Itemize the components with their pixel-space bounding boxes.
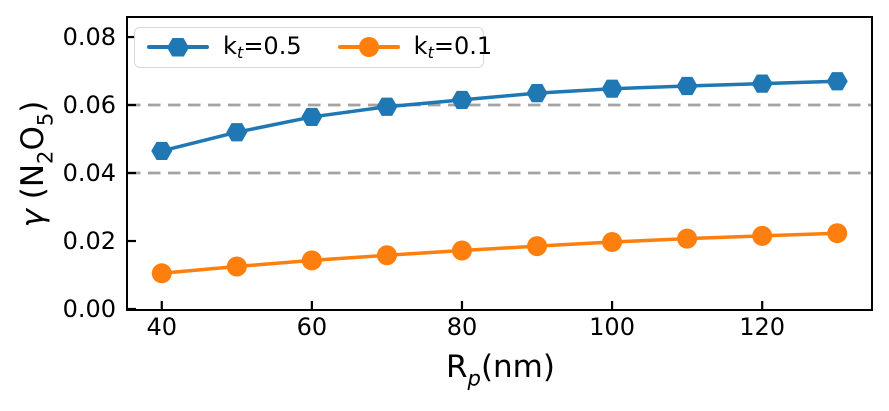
label-part: =0.5 — [243, 32, 302, 61]
y-tick-label: 0.00 — [62, 295, 116, 323]
data-point-hexagon — [751, 74, 773, 93]
data-point-circle — [451, 240, 472, 261]
x-tick-label: 60 — [296, 313, 328, 341]
legend-entry: kt=0.1 — [337, 32, 493, 63]
data-point-circle — [827, 223, 848, 244]
label-part: p — [467, 365, 481, 391]
x-tick-label: 80 — [446, 313, 478, 341]
label-part: t — [427, 43, 434, 63]
label-part: O — [15, 126, 51, 151]
label-part: k — [413, 32, 428, 61]
series-line-k_t=0.5 — [160, 79, 839, 153]
data-point-circle — [151, 263, 172, 284]
data-point-circle — [301, 250, 322, 271]
legend: kt=0.5 kt=0.1 — [134, 27, 492, 68]
label-part: (nm) — [480, 349, 555, 385]
legend-label: kt=0.5 — [223, 32, 302, 62]
label-part: =0.1 — [433, 32, 493, 61]
data-point-hexagon — [526, 84, 548, 103]
legend-circle-icon — [337, 36, 400, 58]
data-point-hexagon — [376, 97, 398, 116]
x-tick-label: 120 — [739, 313, 786, 341]
x-axis-label: Rp(nm) — [129, 348, 872, 397]
data-point-circle — [226, 256, 247, 277]
data-point-hexagon — [451, 90, 473, 110]
data-point-hexagon — [676, 76, 698, 96]
label-part: R — [446, 349, 468, 385]
label-part: k — [223, 32, 237, 61]
data-point-hexagon — [301, 107, 323, 127]
data-point-hexagon — [226, 123, 248, 142]
data-point-circle — [527, 236, 548, 257]
data-point-circle — [752, 225, 773, 246]
data-point-circle — [376, 245, 397, 266]
legend-marker-sample — [358, 37, 379, 58]
data-point-hexagon — [826, 72, 848, 91]
y-tick-label: 0.08 — [62, 23, 116, 52]
y-tick-label: 0.04 — [62, 159, 116, 188]
data-point-hexagon — [601, 79, 623, 98]
legend-marker-sample — [167, 37, 189, 57]
label-part: t — [236, 43, 244, 63]
data-point-circle — [602, 232, 623, 253]
chart-canvas — [128, 35, 871, 311]
data-point-circle — [677, 228, 698, 249]
legend-entry: kt=0.5 — [147, 32, 302, 63]
x-tick-label: 40 — [146, 313, 178, 341]
label-part: γ — [15, 209, 51, 228]
legend-hexagon-icon — [147, 36, 209, 58]
x-tick-label: 100 — [589, 313, 635, 341]
data-point-hexagon — [151, 141, 173, 161]
legend-label: kt=0.1 — [414, 32, 493, 62]
series-line-k_t=0.1 — [160, 231, 839, 276]
y-tick-label: 0.06 — [62, 91, 116, 120]
y-tick-label: 0.02 — [62, 227, 116, 255]
plot-area — [126, 16, 873, 311]
